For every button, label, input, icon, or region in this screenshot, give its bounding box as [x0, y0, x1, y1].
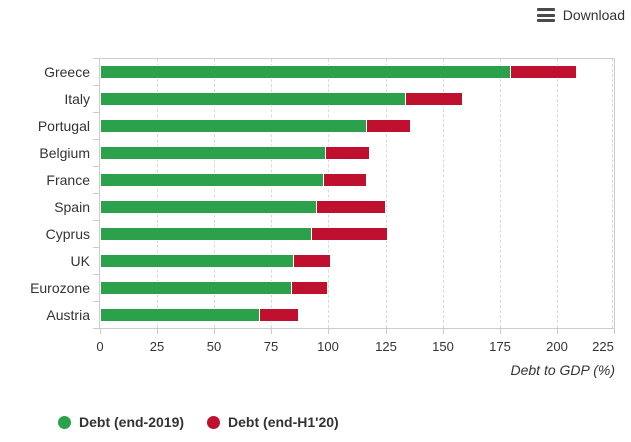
bar-end-2019-greece[interactable] — [100, 65, 511, 79]
x-axis-label-200: 200 — [546, 339, 568, 354]
y-axis-label-eurozone: Eurozone — [30, 279, 90, 296]
x-axis-tick-175 — [500, 329, 501, 334]
legend-marker-red-icon — [207, 415, 221, 429]
bar-end-h120-italy[interactable] — [405, 92, 463, 106]
y-axis-tick — [93, 247, 99, 248]
gridline-200 — [557, 59, 558, 328]
x-axis-tick-150 — [443, 329, 444, 334]
bar-end-2019-eurozone[interactable] — [100, 281, 292, 295]
bar-end-2019-uk[interactable] — [100, 254, 294, 268]
x-axis-tick-75 — [271, 329, 272, 334]
y-axis-tick — [93, 139, 99, 140]
gridline-175 — [500, 59, 501, 328]
bar-end-h120-belgium[interactable] — [325, 146, 370, 160]
y-axis-label-cyprus: Cyprus — [45, 225, 90, 242]
y-axis-label-italy: Italy — [64, 91, 90, 108]
bar-end-h120-france[interactable] — [323, 173, 367, 187]
legend-label: Debt (end-2019) — [79, 414, 185, 430]
bar-end-2019-cyprus[interactable] — [100, 227, 312, 241]
menu-icon — [536, 8, 555, 22]
gridline-125 — [386, 59, 387, 328]
x-axis-tick-25 — [157, 329, 158, 334]
gridline-50 — [214, 59, 215, 328]
y-axis-tick — [93, 58, 99, 59]
bar-end-2019-spain[interactable] — [100, 200, 317, 214]
x-axis-label-25: 25 — [149, 339, 165, 354]
x-axis-label-50: 50 — [206, 339, 222, 354]
bar-end-2019-france[interactable] — [100, 173, 324, 187]
y-axis-tick — [93, 220, 99, 221]
bar-end-h120-cyprus[interactable] — [311, 227, 388, 241]
x-axis-label-150: 150 — [432, 339, 454, 354]
x-axis-tick-200 — [557, 329, 558, 334]
bar-end-h120-eurozone[interactable] — [291, 281, 328, 295]
x-axis-tick-100 — [328, 329, 329, 334]
gridline-225 — [612, 59, 613, 328]
x-axis-label-100: 100 — [317, 339, 339, 354]
x-axis-tick-125 — [386, 329, 387, 334]
x-axis-tick-50 — [214, 329, 215, 334]
gridline-150 — [443, 59, 444, 328]
plot-area — [99, 58, 615, 329]
bar-end-h120-austria[interactable] — [259, 308, 299, 322]
bar-end-h120-portugal[interactable] — [366, 119, 411, 133]
y-axis-tick — [93, 112, 99, 113]
y-axis-tick — [93, 328, 99, 329]
y-axis-label-greece: Greece — [44, 64, 90, 81]
y-axis-tick — [93, 301, 99, 302]
y-axis-tick — [93, 274, 99, 275]
y-axis-label-portugal: Portugal — [37, 118, 90, 135]
download-button[interactable]: Download — [536, 7, 625, 23]
y-axis-label-belgium: Belgium — [39, 145, 90, 162]
legend-item-end-h120[interactable]: Debt (end-H1'20) — [207, 414, 339, 430]
y-axis-label-uk: UK — [70, 252, 90, 269]
bar-end-h120-greece[interactable] — [510, 65, 577, 79]
legend-item-end-2019[interactable]: Debt (end-2019) — [58, 414, 184, 430]
legend-marker-green-icon — [58, 415, 71, 429]
gridline-75 — [271, 59, 272, 328]
x-axis-tick-0 — [100, 329, 101, 334]
bar-end-2019-italy[interactable] — [100, 92, 406, 106]
y-axis-tick — [93, 166, 99, 167]
x-axis-label-125: 125 — [375, 339, 397, 354]
bar-end-2019-belgium[interactable] — [100, 146, 326, 160]
bar-end-2019-austria[interactable] — [100, 308, 260, 322]
bar-end-2019-portugal[interactable] — [100, 119, 367, 133]
y-axis-label-spain: Spain — [54, 198, 90, 215]
x-axis-title: Debt to GDP (%) — [510, 362, 615, 378]
y-axis-tick — [93, 85, 99, 86]
download-label: Download — [562, 7, 625, 23]
legend: Debt (end-2019) Debt (end-H1'20) — [58, 414, 339, 430]
x-axis-label-175: 175 — [489, 339, 511, 354]
gridline-100 — [328, 59, 329, 328]
legend-label: Debt (end-H1'20) — [228, 414, 339, 430]
y-axis-label-france: France — [46, 172, 90, 189]
gridline-25 — [157, 59, 158, 328]
x-axis-tick-225 — [614, 329, 615, 334]
y-axis-tick — [93, 193, 99, 194]
y-axis-label-austria: Austria — [46, 306, 90, 323]
bar-end-h120-spain[interactable] — [316, 200, 386, 214]
bar-end-h120-uk[interactable] — [293, 254, 331, 268]
x-axis-label-225: 225 — [592, 339, 614, 354]
x-axis-label-75: 75 — [263, 339, 279, 354]
x-axis-label-0: 0 — [96, 339, 104, 354]
